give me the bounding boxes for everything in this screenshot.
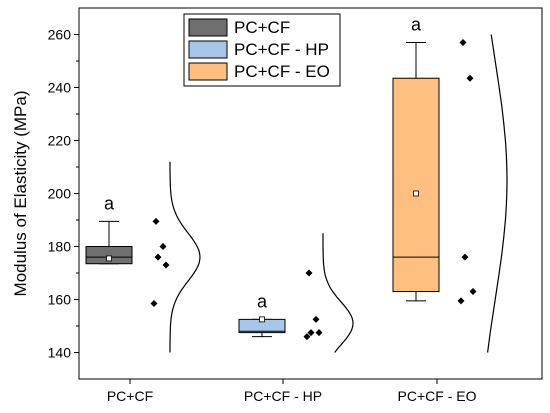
data-point xyxy=(159,243,167,250)
significance-label: a xyxy=(257,291,268,311)
legend: PC+CF PC+CF - HP PC+CF - EO xyxy=(183,13,341,87)
data-point xyxy=(466,74,474,82)
y-tick-label: 260 xyxy=(48,27,72,43)
data-point xyxy=(315,329,323,337)
legend-label: PC+CF - HP xyxy=(234,40,329,59)
box xyxy=(392,77,440,293)
significance-label: a xyxy=(104,193,115,213)
density-curve xyxy=(322,233,354,353)
mean-marker xyxy=(413,190,419,197)
mean-marker xyxy=(259,316,265,323)
data-point xyxy=(154,253,162,261)
legend-swatch xyxy=(188,18,228,37)
y-axis-title: Modulus of Elasticity (MPa) xyxy=(11,91,30,297)
x-tick-label: PC+CF xyxy=(107,388,153,404)
y-tick-label: 160 xyxy=(48,292,72,308)
data-point xyxy=(459,38,467,46)
series-group: a xyxy=(85,161,201,353)
data-point xyxy=(305,269,313,277)
data-point xyxy=(307,329,315,337)
series-group: a xyxy=(238,233,354,353)
data-point xyxy=(469,288,477,296)
legend-label: PC+CF - EO xyxy=(234,62,330,81)
x-tick-label: PC+CF - HP xyxy=(244,388,322,404)
data-point xyxy=(162,261,170,269)
data-point xyxy=(461,253,469,261)
density-curve xyxy=(487,34,508,353)
data-point xyxy=(312,315,320,323)
data-point xyxy=(150,299,158,307)
mean-marker xyxy=(106,255,112,262)
data-point xyxy=(457,297,465,305)
density-curve xyxy=(169,161,201,353)
legend-label: PC+CF xyxy=(234,18,290,37)
axes-layer: 140 160 180 200 220 240 260 Modulus of Elastici… xyxy=(11,7,543,404)
y-tick-label: 240 xyxy=(48,80,72,96)
y-tick-label: 180 xyxy=(48,239,72,255)
y-tick-label: 200 xyxy=(48,186,72,202)
legend-swatch xyxy=(188,40,228,59)
data-point xyxy=(152,217,160,225)
y-tick-label: 220 xyxy=(48,133,72,149)
data-point xyxy=(303,333,311,341)
series-group: a xyxy=(392,14,508,353)
plot-layer: a a a xyxy=(85,14,508,353)
y-tick-label: 140 xyxy=(48,345,72,361)
significance-label: a xyxy=(411,14,422,34)
legend-swatch xyxy=(188,62,228,81)
x-tick-label: PC+CF - EO xyxy=(398,388,477,404)
box xyxy=(85,246,133,265)
